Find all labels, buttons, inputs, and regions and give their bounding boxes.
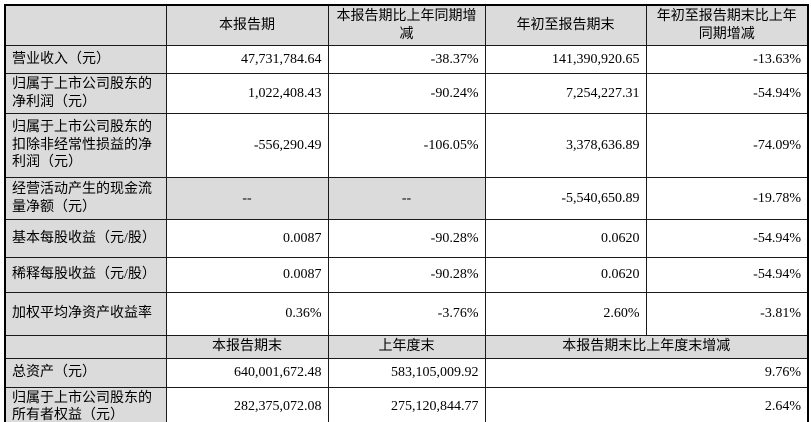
- value-cell: -13.63%: [645, 45, 809, 74]
- table-row-operating-cash-flow: 经营活动产生的现金流量净额（元） -- -- -5,540,650.89 -19…: [4, 177, 809, 220]
- value-cell: -74.09%: [645, 113, 809, 178]
- table-row-weighted-avg-roe: 加权平均净资产收益率 0.36% -3.76% 2.60% -3.81%: [4, 292, 809, 336]
- value-cell: -556,290.49: [165, 113, 329, 178]
- metric-label: 营业收入（元）: [4, 45, 167, 74]
- value-cell: 0.36%: [165, 292, 329, 336]
- value-cell: -106.05%: [327, 113, 486, 178]
- col-header-period-end: 本报告期末: [165, 335, 329, 359]
- value-cell: 583,105,009.92: [327, 357, 486, 388]
- corner-cell: [4, 4, 167, 46]
- value-cell: 0.0087: [165, 257, 329, 293]
- value-cell: -90.24%: [327, 73, 486, 114]
- value-cell: -54.94%: [645, 257, 809, 293]
- value-cell: -54.94%: [645, 219, 809, 258]
- metric-label: 归属于上市公司股东的所有者权益（元）: [4, 386, 167, 422]
- col-header-change-vs-prior-year-end: 本报告期末比上年度末增减: [484, 335, 809, 359]
- value-cell: -19.78%: [645, 177, 809, 220]
- value-cell: 9.76%: [484, 357, 809, 388]
- corner-cell: [4, 335, 167, 359]
- value-cell: 282,375,072.08: [165, 386, 329, 422]
- col-header-year-to-date-yoy-change: 年初至报告期末比上年同期增减: [645, 4, 809, 46]
- metric-label: 加权平均净资产收益率: [4, 292, 167, 336]
- value-cell: 3,378,636.89: [484, 113, 647, 178]
- value-cell: 640,001,672.48: [165, 357, 329, 388]
- header-row-current-period: 本报告期 本报告期比上年同期增减 年初至报告期末 年初至报告期末比上年同期增减: [4, 4, 809, 46]
- table-row-net-profit: 归属于上市公司股东的净利润（元） 1,022,408.43 -90.24% 7,…: [4, 73, 809, 114]
- col-header-prior-year-end: 上年度末: [327, 335, 486, 359]
- value-cell: 1,022,408.43: [165, 73, 329, 114]
- value-cell: -3.76%: [327, 292, 486, 336]
- value-cell: 0.0620: [484, 257, 647, 293]
- value-cell-na: --: [165, 177, 329, 220]
- table-row-total-assets: 总资产（元） 640,001,672.48 583,105,009.92 9.7…: [4, 357, 809, 388]
- table-row-basic-eps: 基本每股收益（元/股） 0.0087 -90.28% 0.0620 -54.94…: [4, 219, 809, 258]
- metric-label: 经营活动产生的现金流量净额（元）: [4, 177, 167, 220]
- value-cell: 275,120,844.77: [327, 386, 486, 422]
- value-cell-na: --: [327, 177, 486, 220]
- header-row-period-end: 本报告期末 上年度末 本报告期末比上年度末增减: [4, 335, 809, 359]
- metric-label: 基本每股收益（元/股）: [4, 219, 167, 258]
- financial-summary-table: 本报告期 本报告期比上年同期增减 年初至报告期末 年初至报告期末比上年同期增减 …: [4, 4, 809, 422]
- metric-label: 稀释每股收益（元/股）: [4, 257, 167, 293]
- metric-label: 总资产（元）: [4, 357, 167, 388]
- table-row-net-profit-excl-nonrecurring: 归属于上市公司股东的扣除非经常性损益的净利润（元） -556,290.49 -1…: [4, 113, 809, 178]
- col-header-year-to-date: 年初至报告期末: [484, 4, 647, 46]
- value-cell: -90.28%: [327, 257, 486, 293]
- col-header-current-period: 本报告期: [165, 4, 329, 46]
- value-cell: 2.64%: [484, 386, 809, 422]
- value-cell: 2.60%: [484, 292, 647, 336]
- value-cell: 0.0620: [484, 219, 647, 258]
- value-cell: 47,731,784.64: [165, 45, 329, 74]
- value-cell: 7,254,227.31: [484, 73, 647, 114]
- table-row-diluted-eps: 稀释每股收益（元/股） 0.0087 -90.28% 0.0620 -54.94…: [4, 257, 809, 293]
- value-cell: -54.94%: [645, 73, 809, 114]
- table-row-revenue: 营业收入（元） 47,731,784.64 -38.37% 141,390,92…: [4, 45, 809, 74]
- metric-label: 归属于上市公司股东的净利润（元）: [4, 73, 167, 114]
- value-cell: -3.81%: [645, 292, 809, 336]
- value-cell: 0.0087: [165, 219, 329, 258]
- metric-label: 归属于上市公司股东的扣除非经常性损益的净利润（元）: [4, 113, 167, 178]
- value-cell: -5,540,650.89: [484, 177, 647, 220]
- col-header-current-period-yoy-change: 本报告期比上年同期增减: [327, 4, 486, 46]
- table-row-shareholders-equity: 归属于上市公司股东的所有者权益（元） 282,375,072.08 275,12…: [4, 386, 809, 422]
- value-cell: 141,390,920.65: [484, 45, 647, 74]
- value-cell: -90.28%: [327, 219, 486, 258]
- value-cell: -38.37%: [327, 45, 486, 74]
